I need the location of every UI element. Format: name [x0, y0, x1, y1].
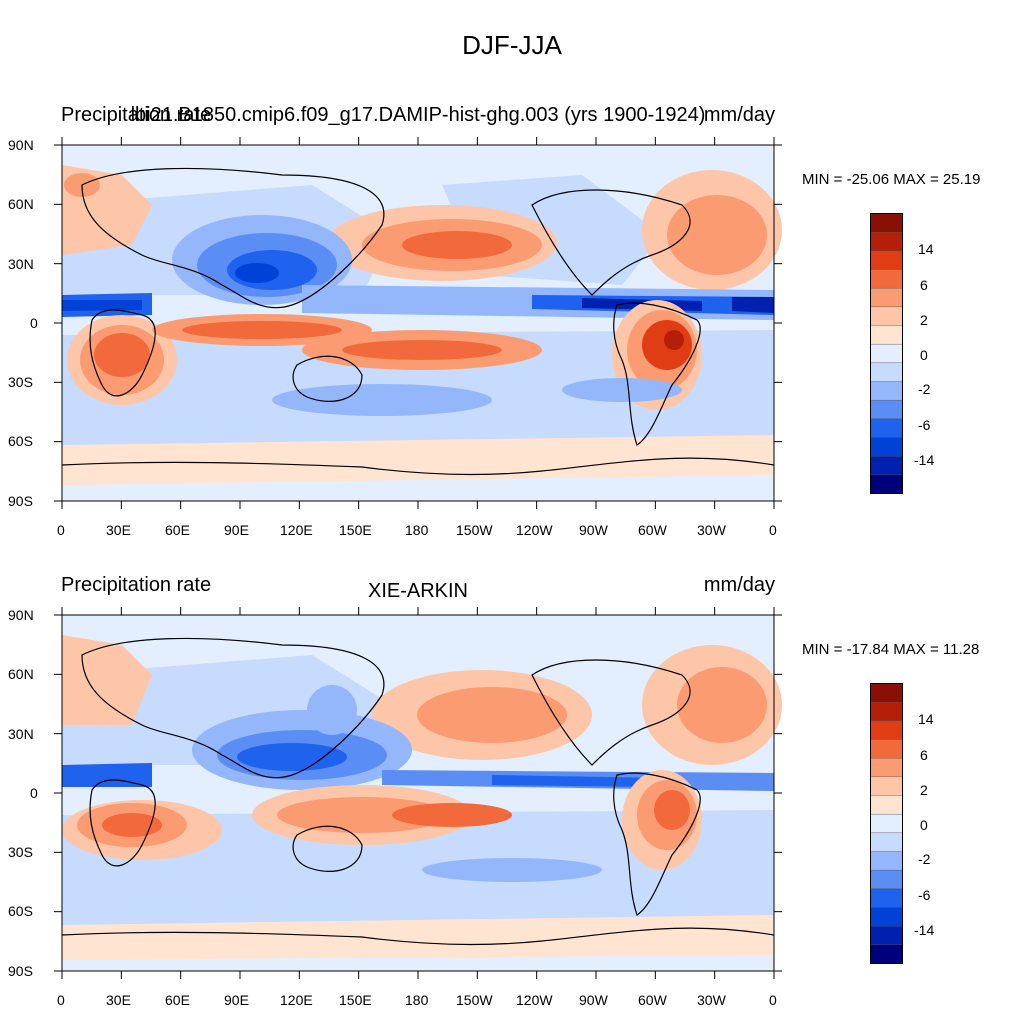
- panel-2-right-title: mm/day: [703, 574, 775, 596]
- panel-2-colorbar-label: -14: [914, 922, 935, 938]
- panel-1-lon-label: 120E: [280, 522, 313, 538]
- colorbar-swatch: [870, 776, 903, 797]
- panel-1-lon-label: 90W: [579, 522, 608, 538]
- panel-1-lon-label: 120W: [516, 522, 553, 538]
- colorbar-swatch: [870, 813, 903, 834]
- panel-2-lon-label: 150W: [456, 992, 493, 1008]
- panel-2-lon-label: 90E: [224, 992, 249, 1008]
- colorbar-swatch: [870, 907, 903, 927]
- panel-1-center-title: lbi21.B1850.cmip6.f09_g17.DAMIP-hist-ghg…: [130, 104, 706, 126]
- colorbar-swatch: [870, 701, 903, 722]
- panel-1-lat-label: 90S: [8, 493, 33, 509]
- panel-1-lon-label: 150W: [456, 522, 493, 538]
- panel-1-colorbar-label: -14: [914, 452, 935, 468]
- colorbar-swatch: [870, 213, 903, 233]
- panel-2-lat-label: 30S: [8, 844, 33, 860]
- colorbar-swatch: [870, 418, 903, 438]
- panel-1-colorbar-label: 0: [920, 347, 928, 363]
- panel-2-colorbar: [870, 683, 903, 965]
- colorbar-swatch: [870, 250, 903, 270]
- panel-2-lon-label: 60W: [638, 992, 667, 1008]
- panel-2-colorbar-label: 6: [920, 747, 928, 763]
- colorbar-swatch: [870, 925, 903, 946]
- panel-2-lon-label: 0: [57, 992, 65, 1008]
- colorbar-swatch: [870, 888, 903, 908]
- panel-1-colorbar-label: -6: [918, 417, 931, 433]
- panel-2-lat-label: 60S: [8, 903, 33, 919]
- colorbar-swatch: [870, 381, 903, 401]
- panel-2-colorbar-label: 0: [920, 817, 928, 833]
- panel-1-colorbar: [870, 213, 903, 495]
- panel-2-left-title: Precipitation rate: [61, 574, 212, 596]
- panel-2-lat-label: 90S: [8, 963, 33, 979]
- panel-1-colorbar-label: 6: [920, 277, 928, 293]
- panel-1-minmax: MIN = -25.06 MAX = 25.19: [802, 171, 981, 188]
- panel-1-lon-label: 60W: [638, 522, 667, 538]
- panel-2-lon-label: 120E: [280, 992, 313, 1008]
- colorbar-swatch: [870, 455, 903, 476]
- panel-2-lat-label: 30N: [8, 726, 34, 742]
- panel-2-lon-label: 120W: [516, 992, 553, 1008]
- colorbar-swatch: [870, 869, 903, 890]
- panel-2-lat-label: 90N: [8, 607, 34, 623]
- colorbar-swatch: [870, 343, 903, 364]
- panel-1-lat-label: 30N: [8, 256, 34, 272]
- panel-1-lat-label: 60S: [8, 433, 33, 449]
- panel-2-map: [54, 607, 782, 979]
- panel-2-minmax: MIN = -17.84 MAX = 11.28: [802, 641, 980, 658]
- panel-1-map: [54, 137, 782, 509]
- colorbar-swatch: [870, 362, 903, 382]
- colorbar-swatch: [870, 683, 903, 703]
- panel-2-lon-label: 180: [405, 992, 429, 1008]
- colorbar-swatch: [870, 832, 903, 852]
- panel-2-lon-label: 30W: [697, 992, 726, 1008]
- colorbar-swatch: [870, 851, 903, 871]
- panel-2-lon-label: 30E: [106, 992, 131, 1008]
- panel-2-colorbar-label: 2: [920, 782, 928, 798]
- panel-1-colorbar-label: 2: [920, 312, 928, 328]
- colorbar-swatch: [870, 325, 903, 345]
- panel-2-colorbar-label: -6: [918, 887, 931, 903]
- panel-2-lon-label: 150E: [339, 992, 372, 1008]
- panel-1-lon-label: 60E: [165, 522, 190, 538]
- panel-1-lat-label: 0: [30, 315, 38, 331]
- panel-1-left-title: Precipitation rate: [61, 104, 212, 126]
- colorbar-swatch: [870, 269, 903, 289]
- colorbar-swatch: [870, 739, 903, 759]
- panel-1-lat-label: 30S: [8, 374, 33, 390]
- panel-1-lon-label: 30E: [106, 522, 131, 538]
- colorbar-swatch: [870, 795, 903, 815]
- panel-1-lat-label: 90N: [8, 137, 34, 153]
- panel-1-lon-label: 0: [769, 522, 777, 538]
- panel-1-lon-label: 0: [57, 522, 65, 538]
- panel-2-colorbar-label: -2: [918, 851, 931, 867]
- panel-2-colorbar-label: 14: [918, 711, 934, 727]
- panel-2-lon-label: 60E: [165, 992, 190, 1008]
- colorbar-swatch: [870, 399, 903, 420]
- panel-1-colorbar-label: -2: [918, 381, 931, 397]
- panel-2-lat-label: 60N: [8, 666, 34, 682]
- colorbar-swatch: [870, 757, 903, 778]
- colorbar-swatch: [870, 231, 903, 252]
- panel-2-lon-label: 90W: [579, 992, 608, 1008]
- colorbar-swatch: [870, 287, 903, 308]
- panel-1-lon-label: 90E: [224, 522, 249, 538]
- figure-title: DJF-JJA: [462, 30, 562, 60]
- colorbar-swatch: [870, 474, 903, 495]
- colorbar-swatch: [870, 437, 903, 457]
- panel-1-lon-label: 180: [405, 522, 429, 538]
- panel-1-right-title: mm/day: [703, 104, 775, 126]
- panel-2-lat-label: 0: [30, 785, 38, 801]
- colorbar-swatch: [870, 720, 903, 740]
- panel-1-lat-label: 60N: [8, 196, 34, 212]
- colorbar-swatch: [870, 944, 903, 965]
- panel-1-lon-label: 150E: [339, 522, 372, 538]
- panel-2-center-title: XIE-ARKIN: [367, 580, 469, 602]
- panel-1-lon-label: 30W: [697, 522, 726, 538]
- panel-2-lon-label: 0: [769, 992, 777, 1008]
- colorbar-swatch: [870, 306, 903, 327]
- panel-1-colorbar-label: 14: [918, 241, 934, 257]
